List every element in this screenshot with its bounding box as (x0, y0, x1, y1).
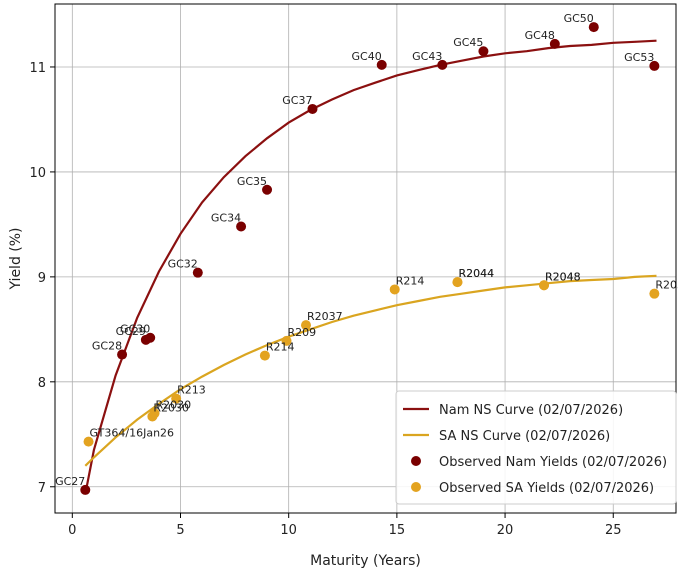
legend-swatch (411, 456, 421, 466)
point-label: GC48 (525, 29, 555, 42)
legend-label: Nam NS Curve (02/07/2026) (439, 403, 623, 418)
legend: Nam NS Curve (02/07/2026) SA NS Curve (02… (395, 390, 677, 505)
point-label: R214 (396, 274, 425, 287)
point-label: GC45 (453, 36, 483, 49)
data-point (192, 267, 203, 278)
point-label: R2030 (156, 398, 192, 411)
point-label: R2044 (458, 267, 494, 280)
plot-frame (54, 3, 677, 514)
x-tick-label: 0 (68, 523, 76, 538)
point-label: R2030 (153, 401, 189, 414)
data-point (281, 335, 292, 346)
data-point (389, 284, 400, 295)
x-tick-label: 20 (497, 523, 514, 538)
point-label: R209 (288, 326, 317, 339)
series-line-1 (84, 274, 657, 467)
legend-label: Observed Nam Yields (02/07/2026) (439, 455, 667, 470)
point-label: GC30 (120, 323, 150, 336)
series-line-0 (84, 39, 657, 495)
point-label: R213 (177, 384, 206, 397)
data-point (83, 436, 94, 447)
point-label: R2037 (307, 310, 343, 323)
point-label: GT364/16Jan26 (90, 427, 175, 440)
point-label: GC53 (624, 51, 654, 64)
point-label: GC37 (282, 94, 312, 107)
point-label: R214 (266, 341, 295, 354)
observed-points (80, 22, 660, 495)
data-point (478, 46, 489, 57)
data-point (649, 60, 660, 71)
legend-label: Observed SA Yields (02/07/2026) (439, 481, 654, 496)
data-point (307, 103, 318, 114)
x-tick-label: 5 (176, 523, 184, 538)
x-tick-label: 15 (389, 523, 406, 538)
x-axis-title: Maturity (Years) (310, 553, 421, 569)
y-tick-label: 11 (29, 61, 46, 76)
data-point (549, 38, 560, 49)
data-point (262, 184, 273, 195)
data-point (452, 277, 463, 288)
data-point (171, 393, 182, 404)
y-tick-label: 10 (29, 166, 46, 181)
y-tick-label: 7 (38, 481, 46, 496)
point-label: GC34 (211, 211, 241, 224)
y-tick-label: 8 (38, 376, 46, 391)
data-point (376, 59, 387, 70)
point-label: R2044 (458, 267, 494, 280)
point-label: R2053 (655, 279, 678, 292)
curves (84, 39, 657, 495)
point-label: R2048 (545, 270, 581, 283)
y-axis-title: Yield (%) (8, 227, 24, 290)
point-label: GC43 (412, 50, 442, 63)
data-point (145, 332, 156, 343)
data-point (437, 59, 448, 70)
legend-swatch (411, 482, 421, 492)
data-point (588, 22, 599, 33)
point-label: GC40 (352, 50, 382, 63)
point-label: GC32 (168, 258, 198, 271)
axis-ticks: 0 5 10 15 20 25 7 8 9 10 11 (29, 61, 621, 538)
point-label: GC28 (92, 340, 122, 353)
data-point (300, 320, 311, 331)
data-point (236, 221, 247, 232)
y-tick-label: 9 (38, 271, 46, 286)
point-label: GC29 (116, 325, 146, 338)
point-label: GC35 (237, 175, 267, 188)
data-point (259, 350, 270, 361)
x-tick-label: 10 (280, 523, 297, 538)
point-label: GC27 (55, 475, 85, 488)
grid (55, 4, 676, 513)
legend-frame (395, 390, 677, 505)
point-label: GC50 (564, 12, 594, 25)
data-point (649, 288, 660, 299)
legend-label: SA NS Curve (02/07/2026) (439, 429, 610, 444)
data-point (117, 349, 128, 360)
x-tick-label: 25 (605, 523, 622, 538)
data-point (80, 484, 91, 495)
point-label: R2048 (545, 270, 581, 283)
data-point (149, 408, 160, 419)
data-point (539, 280, 550, 291)
